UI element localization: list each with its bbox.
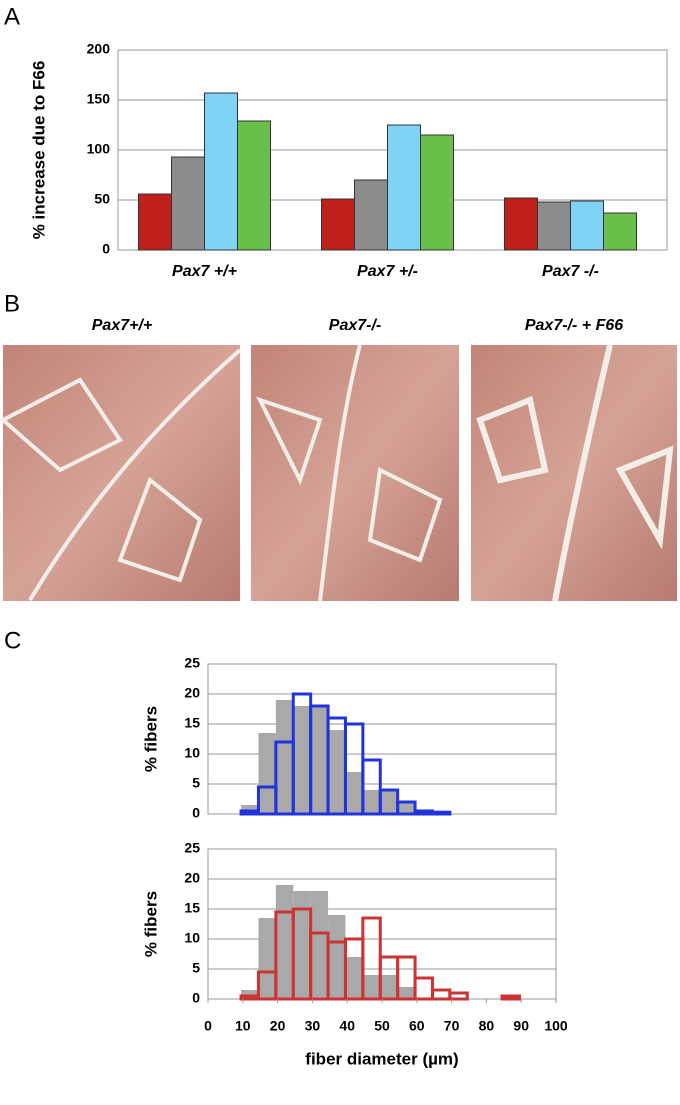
y-tick-label: 200 — [87, 41, 111, 57]
bar — [171, 156, 205, 251]
bar — [237, 120, 271, 251]
y-tick-label: 0 — [102, 241, 110, 257]
histogram-bar — [362, 975, 381, 999]
y-tick-label: 50 — [94, 191, 110, 207]
histogram-bar — [345, 772, 363, 814]
bar — [387, 124, 421, 251]
bar — [204, 92, 238, 251]
y-tick-label: 10 — [184, 930, 200, 946]
x-tick-label: 50 — [374, 1018, 390, 1034]
y-tick-label: 15 — [184, 900, 200, 916]
panel-label: C — [4, 627, 21, 654]
y-tick-label: 25 — [184, 655, 200, 671]
y-tick-label: 150 — [87, 91, 111, 107]
histogram-bar — [397, 802, 416, 814]
bar — [570, 200, 604, 251]
histogram-bar — [430, 810, 452, 816]
x-tick-label: 20 — [270, 1018, 286, 1034]
panel-label: A — [4, 3, 20, 30]
histogram-bar — [397, 987, 416, 999]
histogram-bar — [258, 918, 276, 999]
x-tick-label: Pax7 +/+ — [172, 263, 237, 280]
histogram-bar — [258, 733, 276, 814]
histogram-bar — [275, 885, 294, 999]
micrograph-detail — [256, 344, 443, 602]
micrograph — [251, 345, 459, 601]
x-axis-label: fiber diameter (µm) — [305, 1049, 458, 1068]
histogram-bar — [448, 991, 469, 1001]
histogram-bar — [380, 790, 398, 814]
micrograph-label: Pax7-/- + F66 — [525, 317, 623, 334]
x-tick-label: Pax7 -/- — [542, 263, 599, 280]
x-tick-label: 10 — [235, 1018, 251, 1034]
histogram-bar — [345, 957, 363, 999]
x-tick-label: 40 — [339, 1018, 355, 1034]
histogram-bar — [361, 758, 382, 816]
histogram-bar — [396, 800, 417, 816]
micrograph-label: Pax7-/- — [329, 317, 381, 334]
bar — [537, 201, 571, 251]
histogram-bar — [239, 994, 260, 1001]
histogram-bar — [500, 994, 521, 1001]
y-tick-label: 0 — [192, 805, 200, 821]
bar — [420, 134, 454, 251]
y-axis-label: % increase due to F66 — [29, 61, 48, 240]
x-tick-label: 80 — [479, 1018, 495, 1034]
x-tick-label: 70 — [444, 1018, 460, 1034]
x-tick-label: 0 — [204, 1018, 212, 1034]
y-tick-label: 10 — [184, 745, 200, 761]
histogram-bar — [310, 891, 329, 999]
x-tick-label: 100 — [544, 1018, 568, 1034]
micrograph — [471, 345, 677, 601]
x-tick-label: 90 — [513, 1018, 529, 1034]
histogram-bar — [380, 975, 398, 999]
histogram-bar — [362, 790, 381, 814]
histogram-bar — [293, 706, 311, 814]
y-tick-label: 0 — [192, 990, 200, 1006]
histogram-bar — [328, 730, 346, 814]
x-tick-label: Pax7 +/- — [357, 263, 418, 280]
bar — [504, 197, 538, 251]
y-tick-label: 25 — [184, 840, 200, 856]
histogram-bar — [413, 976, 434, 1001]
histogram-bar — [239, 809, 260, 816]
y-tick-label: 100 — [87, 141, 111, 157]
panel-label: B — [4, 290, 20, 317]
y-tick-label: 15 — [184, 715, 200, 731]
bar — [603, 212, 637, 251]
bar — [138, 193, 172, 251]
histogram-bar — [328, 915, 346, 999]
y-tick-label: 5 — [192, 960, 200, 976]
y-tick-label: 20 — [184, 870, 200, 886]
histogram-bar — [275, 700, 294, 814]
x-tick-label: 30 — [305, 1018, 321, 1034]
micrograph-detail — [476, 344, 674, 602]
histogram-bar — [413, 809, 434, 816]
micrographs: Pax7+/+ Pax7-/- Pax7-/- + F66 — [0, 317, 677, 602]
y-tick-label: 20 — [184, 685, 200, 701]
histogram-bar — [430, 988, 452, 1001]
bar — [354, 179, 388, 251]
y-axis-label: % fibers — [141, 706, 160, 772]
micrograph-label: Pax7+/+ — [92, 317, 153, 334]
micrograph-detail — [0, 348, 242, 602]
bar — [321, 198, 355, 251]
y-axis-label: % fibers — [141, 891, 160, 957]
y-tick-label: 5 — [192, 775, 200, 791]
x-tick-label: 60 — [409, 1018, 425, 1034]
histogram-bar — [293, 891, 311, 999]
histogram-bar — [310, 706, 329, 814]
